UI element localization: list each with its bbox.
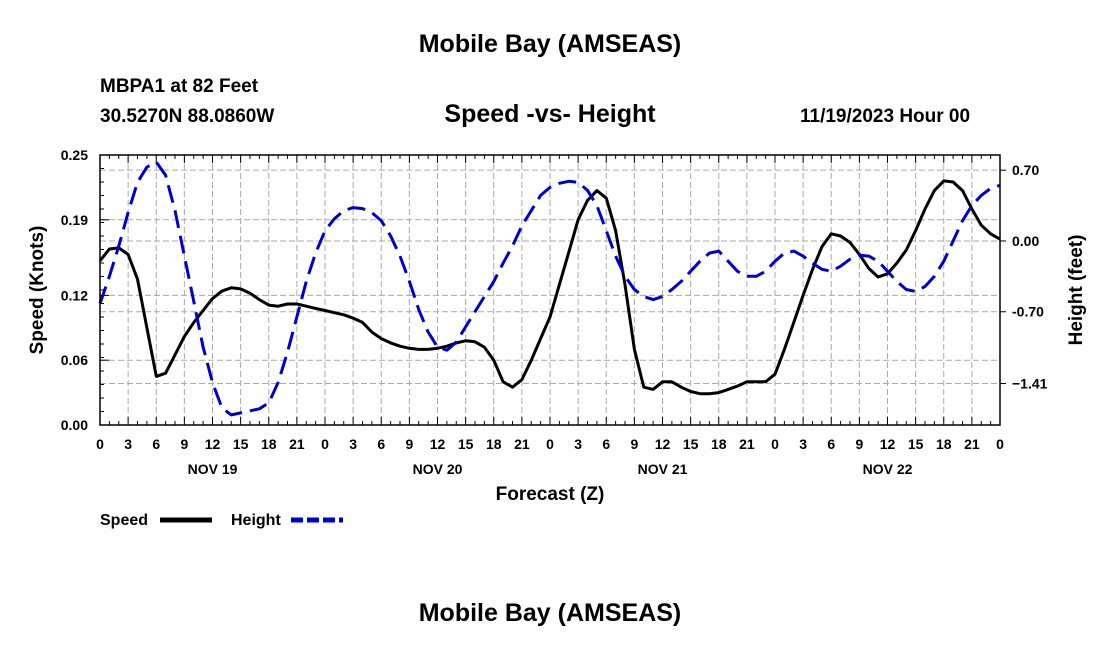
x-axis-title: Forecast (Z): [496, 484, 605, 505]
right-axis-tick-label: 0.00: [1012, 233, 1039, 249]
y-tick-label: 0.19: [61, 212, 88, 228]
x-tick-label: 18: [711, 436, 727, 452]
day-label: NOV 20: [413, 461, 463, 477]
day-label: NOV 21: [638, 461, 688, 477]
day-label: NOV 22: [863, 461, 913, 477]
y-tick-label: 0.00: [61, 417, 88, 433]
station-label: MBPA1 at 82 Feet: [100, 76, 259, 97]
x-tick-label: 15: [908, 436, 924, 452]
chart-main-title: Mobile Bay (AMSEAS): [418, 30, 682, 58]
series-layer: [98, 160, 1001, 417]
x-tick-label: 6: [602, 436, 610, 452]
x-tick-label: 15: [233, 436, 249, 452]
x-tick-label: 3: [349, 436, 357, 452]
legend-height-label: Height: [231, 512, 281, 529]
x-tick-label: 18: [486, 436, 502, 452]
legend-speed-label: Speed: [100, 512, 148, 529]
x-tick-label: 0: [546, 436, 554, 452]
speed-series-line: [98, 179, 1001, 396]
right-axis-title: Height (feet): [1066, 235, 1087, 346]
x-tick-label: 3: [124, 436, 132, 452]
x-tick-label: 18: [936, 436, 952, 452]
x-tick-label: 9: [630, 436, 638, 452]
right-axis-tick-label: 0.70: [1012, 162, 1039, 178]
x-tick-label: 21: [739, 436, 755, 452]
label-layer: 0 3 6 9 12 15 18 21 0 3 6 9 12 15 18 21 0 3 6 9 12 15 18 21 0 3 6 9…: [27, 147, 1087, 505]
y-axis-title: Speed (Knots): [27, 226, 48, 355]
x-tick-label: 12: [430, 436, 446, 452]
y-tick-label: 0.06: [61, 352, 88, 368]
x-tick-label: 0: [321, 436, 329, 452]
day-label: NOV 19: [188, 461, 238, 477]
x-tick-label: 9: [855, 436, 863, 452]
y-tick-label: 0.12: [61, 287, 88, 303]
x-tick-label: 6: [152, 436, 160, 452]
x-tick-label: 9: [405, 436, 413, 452]
x-tick-label: 0: [996, 436, 1004, 452]
x-tick-label: 6: [827, 436, 835, 452]
x-tick-label: 0: [96, 436, 104, 452]
chart-subtitle: Speed -vs- Height: [444, 100, 656, 128]
x-tick-label: 21: [289, 436, 305, 452]
x-tick-label: 12: [880, 436, 896, 452]
x-tick-label: 6: [377, 436, 385, 452]
x-tick-label: 3: [574, 436, 582, 452]
right-axis-tick-label: −1.41: [1012, 376, 1048, 392]
x-tick-label: 15: [458, 436, 474, 452]
right-axis-tick-label: -0.70: [1012, 304, 1044, 320]
x-tick-label: 21: [964, 436, 980, 452]
grid-layer: [100, 155, 1000, 425]
x-tick-label: 12: [205, 436, 221, 452]
axis-layer: [99, 154, 1006, 426]
x-tick-label: 15: [683, 436, 699, 452]
x-tick-label: 0: [771, 436, 779, 452]
station-coordinates: 30.5270N 88.0860W: [100, 106, 275, 127]
x-tick-label: 21: [514, 436, 530, 452]
legend: Speed Height: [100, 512, 343, 529]
forecast-datetime: 11/19/2023 Hour 00: [800, 106, 971, 127]
repeated-chart-title: Mobile Bay (AMSEAS): [418, 599, 682, 627]
x-tick-label: 18: [261, 436, 277, 452]
x-tick-label: 3: [799, 436, 807, 452]
y-tick-label: 0.25: [61, 147, 88, 163]
x-tick-label: 12: [655, 436, 671, 452]
x-tick-label: 9: [180, 436, 188, 452]
height-series-line: [98, 160, 1001, 417]
